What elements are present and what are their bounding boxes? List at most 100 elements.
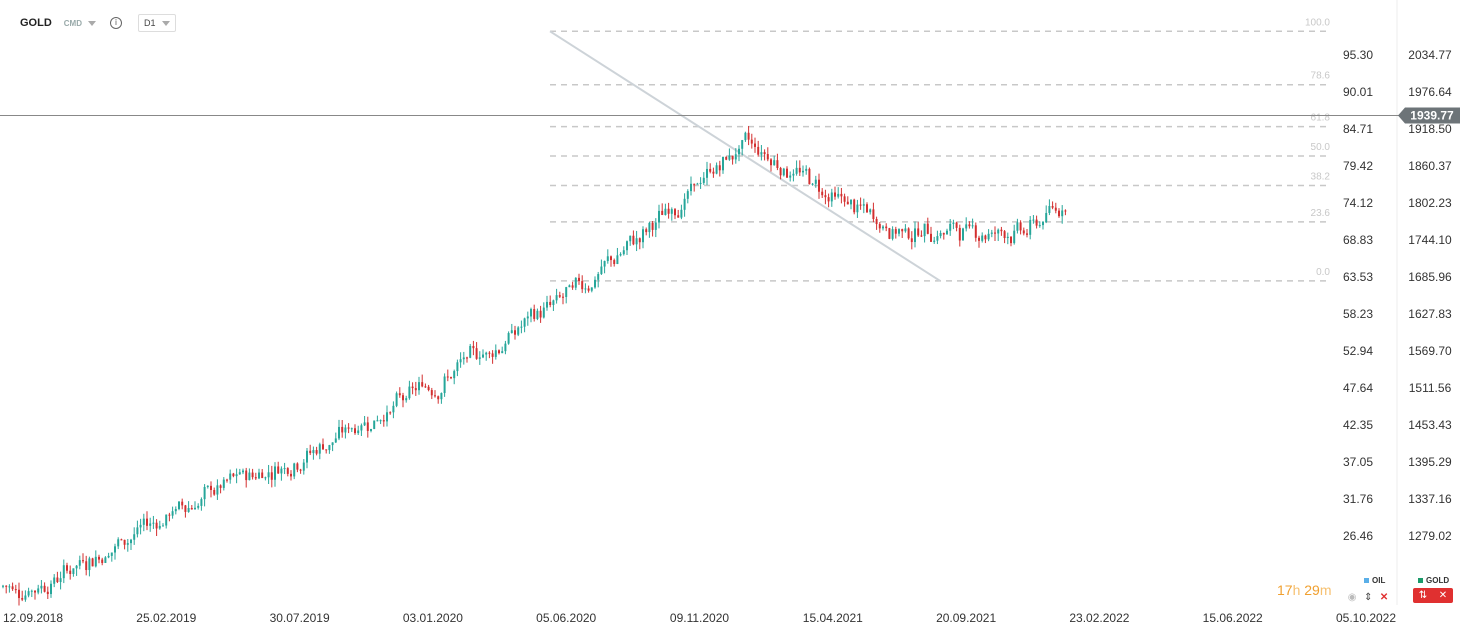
candle-body	[1048, 206, 1051, 213]
x-tick-label: 20.09.2021	[936, 611, 996, 625]
symbol-label[interactable]: GOLD	[20, 17, 52, 29]
candle-body	[62, 565, 65, 579]
fib-level-label: 23.6	[1311, 208, 1331, 219]
candle-body	[238, 472, 241, 475]
candle-body	[187, 508, 190, 512]
candle-body	[558, 295, 561, 297]
fib-level-label: 78.6	[1311, 71, 1331, 82]
candle-body	[27, 591, 30, 596]
info-icon[interactable]: i	[110, 17, 122, 29]
candle-body	[286, 468, 289, 474]
fib-level-label: 0.0	[1316, 267, 1330, 278]
candle-body	[789, 175, 792, 178]
candle-body	[920, 235, 923, 237]
x-tick-label: 05.06.2020	[536, 611, 596, 625]
eye-icon[interactable]: ◉	[1347, 591, 1357, 603]
candle-body	[226, 479, 228, 481]
candle-body	[1029, 219, 1032, 235]
candle-body	[715, 165, 718, 174]
candle-body	[590, 287, 593, 291]
candle-body	[693, 183, 696, 185]
chevron-down-icon[interactable]	[88, 20, 96, 26]
candle-body	[443, 376, 446, 394]
candle-body	[750, 139, 753, 144]
candle-body	[139, 524, 142, 528]
candle-body	[942, 233, 945, 235]
candle-body	[1003, 231, 1006, 239]
candle-body	[795, 167, 798, 174]
candle-body	[206, 485, 209, 487]
candle-body	[78, 560, 81, 566]
candle-body	[824, 195, 827, 198]
candle-body	[568, 285, 571, 288]
current-price-tag	[1398, 107, 1460, 124]
candle-body	[840, 193, 843, 197]
y2-tick-label: 47.64	[1343, 381, 1373, 395]
timer-m-unit: m	[1319, 582, 1332, 598]
candle-body	[722, 157, 724, 171]
candle-body	[549, 301, 552, 306]
candle-body	[194, 507, 196, 510]
x-tick-label: 25.02.2019	[136, 611, 196, 625]
candle-body	[382, 420, 385, 422]
candle-body	[440, 393, 443, 400]
close-icon[interactable]: ✕	[1438, 590, 1448, 601]
candle-body	[616, 255, 619, 265]
candle-body	[350, 428, 353, 430]
candle-body	[680, 209, 683, 218]
candle-body	[114, 546, 116, 553]
candle-body	[894, 229, 897, 234]
candle-body	[891, 229, 894, 239]
candle-body	[597, 274, 600, 280]
candle-body	[846, 201, 849, 205]
candle-body	[21, 598, 24, 600]
candle-body	[197, 505, 200, 508]
candle-body	[696, 183, 699, 185]
legend-gold[interactable]: GOLD	[1418, 576, 1449, 585]
candle-body	[635, 238, 638, 245]
candle-body	[18, 589, 20, 599]
candle-body	[702, 177, 705, 183]
legend-oil[interactable]: OIL	[1364, 576, 1385, 585]
close-icon[interactable]: ✕	[1379, 591, 1389, 603]
candles-icon[interactable]: ⇅	[1418, 590, 1428, 601]
y-tick-label: 1279.02	[1408, 529, 1452, 543]
candle-countdown: 17h 29m	[1277, 582, 1332, 598]
candle-body	[242, 470, 244, 473]
candle-body	[984, 235, 987, 240]
candle-body	[142, 518, 145, 525]
y2-tick-label: 68.83	[1343, 233, 1373, 247]
y-tick-label: 1918.50	[1408, 122, 1452, 136]
x-tick-label: 15.06.2022	[1203, 611, 1263, 625]
candle-body	[222, 479, 225, 488]
candle-body	[126, 543, 129, 545]
candle-body	[974, 225, 977, 238]
candle-body	[587, 288, 590, 291]
candle-body	[2, 585, 4, 587]
candle-body	[619, 254, 622, 256]
candle-body	[328, 445, 331, 451]
candle-body	[510, 330, 513, 334]
candle-body	[664, 208, 667, 215]
candle-body	[683, 198, 686, 210]
candle-body	[216, 485, 219, 495]
candle-body	[725, 157, 728, 160]
candle-body	[59, 578, 62, 583]
candle-body	[293, 463, 296, 477]
candle-body	[181, 501, 184, 506]
candle-body	[523, 318, 526, 327]
candle-body	[466, 357, 468, 359]
timeframe-select[interactable]: D1	[138, 14, 176, 32]
y-tick-label: 1744.10	[1408, 233, 1452, 247]
candle-body	[168, 514, 171, 516]
candle-body	[485, 352, 488, 355]
candle-body	[72, 568, 75, 574]
candle-body	[446, 376, 449, 378]
candle-body	[402, 395, 404, 401]
candle-body	[555, 295, 558, 301]
candle-body	[773, 160, 776, 166]
sort-icon[interactable]: ⇕	[1363, 591, 1373, 603]
x-tick-label: 12.09.2018	[3, 611, 63, 625]
candle-body	[219, 485, 222, 488]
